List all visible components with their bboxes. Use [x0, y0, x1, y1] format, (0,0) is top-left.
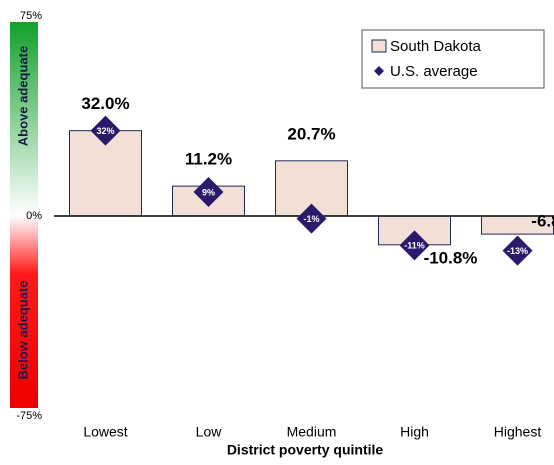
- below-zone: [10, 216, 38, 408]
- legend-label: South Dakota: [390, 38, 482, 55]
- marker-label: 9%: [202, 187, 215, 197]
- diamond-marker: [502, 235, 533, 266]
- zone-label: Below adequate: [15, 281, 30, 380]
- diamond-marker: [296, 203, 327, 234]
- x-tick-label: Low: [196, 424, 223, 440]
- diamond-marker: [90, 115, 121, 146]
- data-label: -10.8%: [424, 248, 478, 267]
- legend-swatch: [371, 39, 387, 53]
- y-tick-label: 75%: [20, 10, 42, 22]
- legend-swatch: [374, 66, 384, 76]
- diamond-marker: [399, 230, 430, 261]
- marker-label: -11%: [404, 241, 425, 251]
- marker-label: 32%: [96, 126, 114, 136]
- data-label: -6.8%: [531, 212, 554, 231]
- data-label: 20.7%: [287, 124, 335, 143]
- x-tick-label: Lowest: [83, 424, 127, 440]
- legend-label: U.S. average: [390, 63, 478, 80]
- marker-label: -1%: [303, 214, 319, 224]
- diamond-marker: [193, 177, 224, 207]
- x-tick-label: High: [400, 424, 429, 440]
- above-zone: [10, 22, 38, 216]
- y-tick-label: 0%: [26, 210, 42, 222]
- x-tick-label: Medium: [287, 424, 337, 440]
- marker-label: -13%: [507, 246, 528, 256]
- x-axis-title: District poverty quintile: [227, 442, 384, 458]
- data-label: 11.2%: [185, 150, 232, 169]
- y-tick-label: -75%: [16, 410, 42, 422]
- zone-label: Above adequate: [15, 46, 30, 146]
- data-label: 32.0%: [81, 94, 129, 113]
- legend: [361, 29, 545, 89]
- x-tick-label: Highest: [494, 424, 542, 440]
